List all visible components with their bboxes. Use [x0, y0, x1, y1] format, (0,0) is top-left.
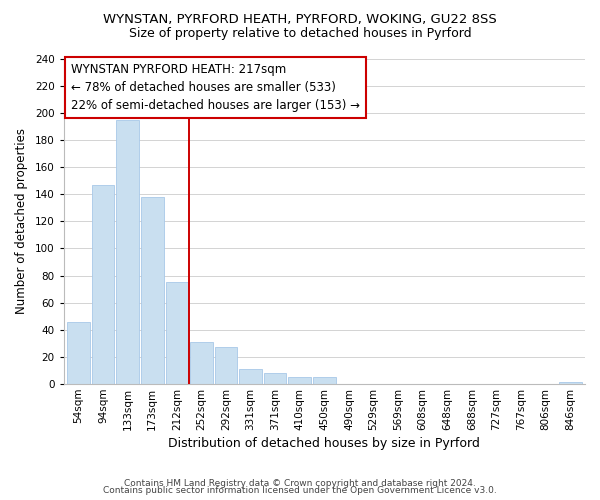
Text: WYNSTAN PYRFORD HEATH: 217sqm
← 78% of detached houses are smaller (533)
22% of : WYNSTAN PYRFORD HEATH: 217sqm ← 78% of d…: [71, 63, 360, 112]
Bar: [215, 347, 238, 384]
Bar: [92, 185, 115, 384]
X-axis label: Distribution of detached houses by size in Pyrford: Distribution of detached houses by size …: [169, 437, 480, 450]
Text: WYNSTAN, PYRFORD HEATH, PYRFORD, WOKING, GU22 8SS: WYNSTAN, PYRFORD HEATH, PYRFORD, WOKING,…: [103, 12, 497, 26]
Bar: [559, 382, 581, 384]
Bar: [141, 197, 164, 384]
Bar: [264, 373, 286, 384]
Bar: [289, 377, 311, 384]
Text: Size of property relative to detached houses in Pyrford: Size of property relative to detached ho…: [128, 28, 472, 40]
Bar: [313, 377, 335, 384]
Bar: [116, 120, 139, 384]
Text: Contains public sector information licensed under the Open Government Licence v3: Contains public sector information licen…: [103, 486, 497, 495]
Y-axis label: Number of detached properties: Number of detached properties: [15, 128, 28, 314]
Bar: [190, 342, 213, 384]
Text: Contains HM Land Registry data © Crown copyright and database right 2024.: Contains HM Land Registry data © Crown c…: [124, 478, 476, 488]
Bar: [239, 369, 262, 384]
Bar: [166, 282, 188, 384]
Bar: [67, 322, 90, 384]
